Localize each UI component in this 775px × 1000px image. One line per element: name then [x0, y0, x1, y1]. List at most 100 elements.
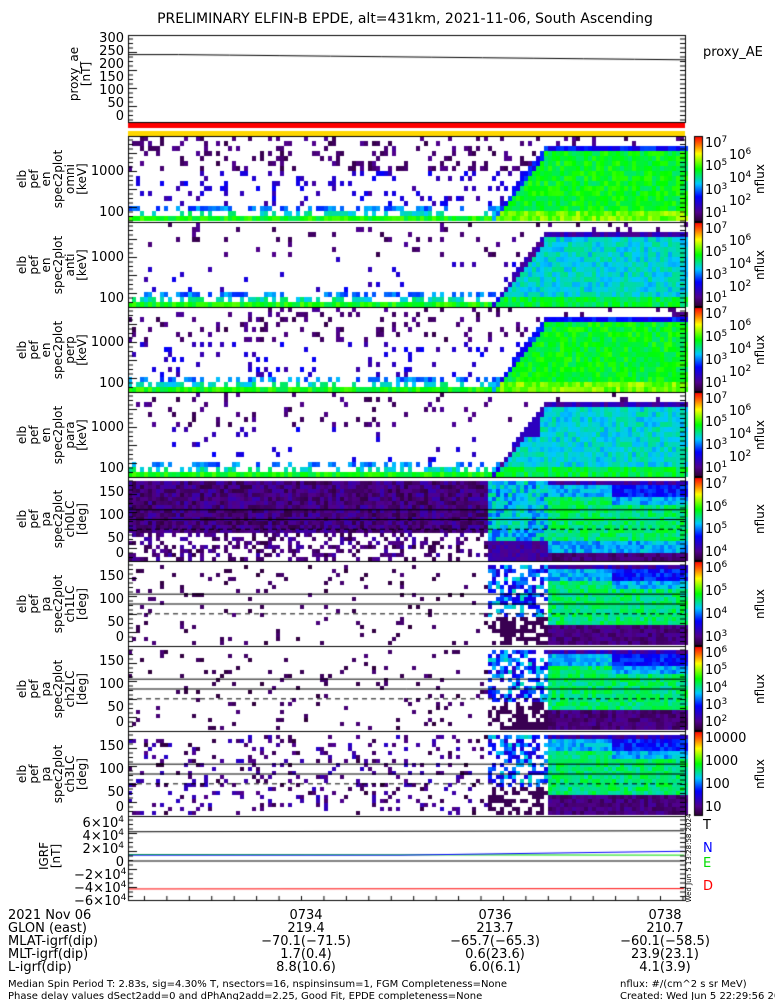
colorbar-tick-label: 106 — [705, 500, 727, 515]
colorbar-tick-base: 10 — [705, 183, 722, 198]
pa-tick-label: 50 — [107, 700, 124, 715]
igrf-legend-n: N — [703, 841, 713, 856]
colorbar-tick-base: 10 — [705, 522, 722, 537]
colorbar-tick-base: 10 — [729, 365, 746, 380]
colorbar-tick-label: 102 — [729, 365, 751, 380]
colorbar-tick-exp: 5 — [721, 662, 728, 672]
pa-tick-label: 100 — [99, 677, 124, 692]
colorbar-tick-label: 104 — [729, 171, 751, 186]
colorbar-tick-exp: 4 — [721, 544, 728, 554]
colorbar-title: nflux — [753, 419, 767, 450]
colorbar-tick-base: 10 — [729, 234, 746, 249]
colorbar-tick-exp: 1 — [721, 205, 728, 215]
ylabel-line: [nT] — [49, 843, 63, 869]
igrf-tick-exp: 4 — [120, 867, 127, 877]
colorbar-tick-label: 105 — [705, 244, 728, 260]
colorbar-tick-base: 10 — [705, 561, 722, 576]
xaxis-mlat-value: −60.1(−58.5) — [620, 934, 710, 949]
colorbar-tick-base: 10 — [729, 280, 746, 295]
colorbar-tick-base: 10 — [705, 415, 722, 430]
colorbar-tick-exp: 5 — [721, 329, 728, 339]
colorbar-tick-exp: 6 — [745, 233, 752, 243]
colorbar-tick-base: 10 — [705, 353, 722, 368]
xaxis-mlat-value: −70.1(−71.5) — [261, 934, 351, 949]
colorbar-tick-base: 10 — [705, 646, 722, 661]
colorbar-tick-exp: 3 — [721, 697, 728, 707]
colorbar-tick-label: 104 — [729, 426, 752, 442]
colorbar-tick-label: 1000 — [705, 754, 739, 769]
xaxis-time-value: 0738 — [648, 908, 682, 923]
colorbar-tick-label: 106 — [705, 560, 728, 576]
pa-tick-label: 50 — [107, 531, 124, 546]
colorbar-tick-exp: 4 — [745, 256, 752, 266]
colorbar-tick-exp: 3 — [721, 267, 728, 277]
colorbar-tick-label: 100 — [705, 777, 730, 792]
colorbar-tick-base: 10 — [705, 159, 722, 174]
colorbar-tick-exp: 7 — [721, 135, 728, 145]
footer-line2: Phase delay values dSect2add=0 and dPhAn… — [8, 991, 483, 1000]
igrf-tick-mantissa: −6 — [74, 894, 94, 909]
colorbar-title: nflux — [753, 758, 767, 789]
igrf-tick-mantissa: 6 — [82, 816, 91, 831]
xaxis-glon-value: 210.7 — [646, 921, 684, 936]
xaxis-glon-value: 213.7 — [476, 921, 514, 936]
energy-tick-label: 100 — [99, 205, 124, 220]
igrf-tick-mantissa: −2 — [74, 868, 94, 883]
igrf-tick-label: −4×104 — [74, 880, 127, 896]
colorbar-tick-base: 10 — [705, 438, 722, 453]
colorbar-tick-label: 101 — [705, 205, 728, 221]
pa-tick-label: 0 — [115, 546, 124, 561]
xaxis-l-value: 6.0(6.1) — [469, 960, 521, 975]
colorbar-tick-exp: 2 — [745, 449, 752, 459]
colorbar-tick-exp: 6 — [745, 147, 752, 157]
igrf-tick-times: ×10 — [93, 868, 121, 883]
igrf-tick-exp: 4 — [118, 815, 124, 825]
colorbar-tick-base: 10 — [705, 307, 722, 322]
proxy-ae-tick-label: 150 — [99, 70, 124, 85]
colorbar-tick-exp: 5 — [721, 244, 728, 254]
igrf-tick-exp: 4 — [120, 880, 127, 890]
igrf-tick-times: ×10 — [90, 816, 119, 831]
colorbar-tick-base: 10 — [705, 545, 722, 560]
colorbar-tick-exp: 7 — [721, 476, 728, 486]
igrf-tick-label: −6×104 — [74, 893, 127, 909]
igrf-timestamp: Wed Jun 5 13:28:58 2024 — [685, 813, 693, 903]
igrf-tick-exp: 4 — [120, 893, 127, 903]
footer-created: Created: Wed Jun 5 22:29:56 2024 — [620, 991, 775, 1000]
colorbar-tick-exp: 4 — [745, 426, 752, 436]
igrf-legend-t: T — [703, 818, 711, 833]
colorbar-tick-base: 10 — [729, 427, 746, 442]
igrf-tick-exp: 4 — [118, 828, 124, 838]
colorbar-tick-label: 101 — [705, 375, 728, 391]
colorbar-title: nflux — [753, 673, 767, 704]
xaxis-mlt-value: 0.6(23.6) — [465, 947, 525, 962]
colorbar-tick-label: 102 — [729, 280, 751, 295]
footer-units: nflux: #/(cm^2 s sr MeV) — [620, 979, 747, 990]
colorbar-tick-label: 103 — [705, 352, 728, 368]
igrf-legend-d: D — [703, 879, 714, 894]
colorbar-tick-exp: 6 — [721, 560, 728, 570]
colorbar-tick-label: 107 — [705, 307, 727, 322]
energy-tick-label: 100 — [99, 461, 124, 476]
colorbar-tick-base: 10 — [705, 222, 722, 237]
colorbar-title: nflux — [753, 504, 767, 534]
pa-tick-label: 50 — [107, 615, 124, 630]
colorbar-tick-exp: 1 — [721, 375, 728, 385]
colorbar-tick-exp: 3 — [721, 352, 728, 362]
colorbar-tick-base: 10 — [705, 461, 722, 476]
colorbar-tick-exp: 5 — [721, 583, 728, 593]
colorbar-tick-label: 103 — [705, 438, 727, 453]
xaxis-mlt-value: 1.7(0.4) — [280, 947, 332, 962]
xaxis-row-mlt: MLT-igrf(dip) — [8, 947, 89, 962]
igrf-legend-e: E — [703, 856, 712, 871]
proxy-ae-tick-label: 250 — [99, 44, 124, 59]
pa-tick-label: 0 — [115, 715, 124, 730]
colorbar-tick-label: 10 — [705, 800, 722, 815]
colorbar-tick-base: 10 — [705, 584, 722, 599]
colorbar-tick-label: 104 — [729, 342, 751, 357]
colorbar-title: nflux — [753, 334, 767, 365]
proxy-ae-tick-label: 100 — [99, 83, 124, 98]
colorbar-tick-label: 106 — [729, 233, 752, 249]
xaxis-row-l: L-igrf(dip) — [8, 960, 72, 975]
colorbar-tick-base: 10 — [705, 681, 722, 696]
